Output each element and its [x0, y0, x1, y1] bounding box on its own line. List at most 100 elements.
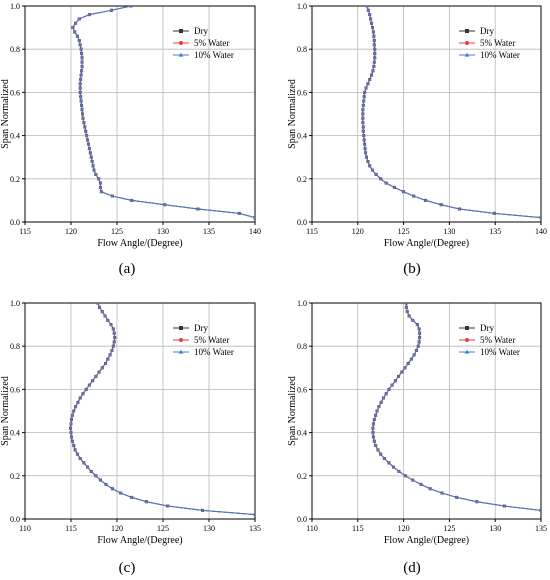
y-tick-label: 0.8: [297, 45, 307, 54]
data-point-10-water: [539, 215, 541, 219]
data-layer: [68, 303, 255, 517]
data-point-10-water: [411, 318, 415, 322]
data-point-10-water: [98, 185, 103, 189]
legend-label: Dry: [194, 323, 208, 333]
chart-panel-c: 110 115 120 125 130 135 0.0 0.2 0.4 0.6 0.8 1.0 Flow…: [0, 299, 261, 546]
x-tick-label: 120: [111, 524, 123, 533]
plot-frame: [24, 5, 256, 223]
data-point-10-water: [111, 327, 116, 331]
data-point-10-water: [73, 448, 77, 452]
x-tick-label: 130: [203, 524, 215, 533]
x-axis-title: Flow Angle/(Degree): [384, 238, 469, 249]
x-tick-label: 110: [306, 524, 318, 533]
data-point-10-water: [372, 417, 376, 421]
data-point-10-water: [492, 211, 496, 215]
data-point-10-water: [237, 211, 242, 215]
x-tick-label: 125: [443, 524, 455, 533]
legend: Dry 5% Water 10% Water: [173, 323, 234, 357]
x-tick-label: 115: [352, 524, 364, 533]
legend-label: 5% Water: [480, 335, 515, 345]
legend-label: 10% Water: [194, 347, 234, 357]
data-point-10-water: [361, 107, 365, 111]
data-point-10-water: [361, 120, 365, 124]
data-point-10-water: [381, 396, 386, 400]
data-point-10-water: [371, 435, 376, 439]
data-point-10-water: [363, 151, 368, 155]
data-point-10-water: [411, 194, 416, 198]
legend-marker-triangle: [178, 52, 184, 57]
legend-label: Dry: [480, 26, 494, 36]
panel-label: (d): [403, 560, 421, 576]
panel-label: (c): [119, 560, 136, 576]
data-point-10-water: [130, 198, 134, 202]
data-point-10-water: [373, 47, 377, 51]
data-point-10-water: [417, 335, 422, 339]
x-tick-label: 140: [535, 227, 547, 236]
y-axis-title: Span Normalized: [0, 79, 11, 149]
data-point-10-water: [78, 396, 82, 400]
data-point-10-water: [382, 456, 387, 460]
legend-label: 5% Water: [480, 38, 515, 48]
data-point-10-water: [86, 142, 91, 146]
data-point-10-water: [70, 439, 75, 443]
data-point-10-water: [87, 12, 92, 16]
data-point-10-water: [109, 322, 113, 326]
legend-marker-square: [179, 29, 183, 33]
data-point-10-water: [417, 340, 421, 344]
data-point-10-water: [363, 146, 367, 150]
data-point-10-water: [440, 491, 444, 495]
data-point-10-water: [75, 452, 80, 456]
data-point-10-water: [109, 8, 114, 12]
data-point-10-water: [361, 103, 365, 107]
data-point-10-water: [71, 25, 75, 29]
data-point-10-water: [412, 353, 416, 357]
y-axis-title: Span Normalized: [287, 376, 298, 446]
data-point-10-water: [113, 335, 117, 339]
data-point-10-water: [368, 164, 372, 168]
panel-label: (b): [403, 261, 421, 277]
data-point-10-water: [387, 387, 391, 391]
data-point-10-water: [404, 303, 409, 305]
data-point-10-water: [100, 309, 104, 313]
data-point-10-water: [372, 64, 376, 68]
data-point-10-water: [112, 340, 116, 344]
data-point-10-water: [370, 25, 375, 29]
x-tick-label: 110: [19, 524, 31, 533]
data-point-10-water: [372, 439, 376, 443]
chart-panel-d: 110 115 120 125 130 135 0.0 0.2 0.4 0.6 0.8 1.0 Flow…: [287, 299, 547, 546]
x-tick-label: 125: [398, 227, 410, 236]
data-point-10-water: [417, 327, 421, 331]
data-point-10-water: [80, 107, 84, 111]
data-point-10-water: [82, 461, 86, 465]
data-point-10-water: [97, 305, 102, 309]
legend-marker-circle: [465, 41, 469, 45]
data-point-10-water: [384, 391, 388, 395]
data-point-10-water: [369, 73, 374, 77]
data-point-10-water: [110, 486, 115, 490]
x-tick-label: 115: [306, 227, 318, 236]
data-point-10-water: [78, 81, 82, 85]
data-point-10-water: [253, 215, 255, 219]
data-point-10-water: [371, 426, 375, 430]
data-point-10-water: [84, 133, 89, 137]
x-tick-label: 130: [489, 524, 501, 533]
data-point-10-water: [103, 361, 108, 365]
data-point-10-water: [539, 508, 541, 512]
y-tick-label: 1.0: [297, 299, 307, 308]
legend-marker-circle: [179, 338, 183, 342]
plot-frame: [311, 302, 542, 520]
data-point-10-water: [361, 116, 365, 120]
data-layer: [371, 303, 541, 512]
data-point-10-water: [364, 155, 369, 159]
data-point-10-water: [69, 430, 73, 434]
y-tick-label: 0.0: [297, 515, 307, 524]
data-point-10-water: [84, 387, 88, 391]
data-point-10-water: [104, 482, 108, 486]
series-line-10-water: [372, 303, 541, 511]
data-point-10-water: [97, 370, 101, 374]
data-point-5-water: [272, 221, 275, 224]
data-point-10-water: [366, 81, 370, 85]
data-point-10-water: [69, 435, 74, 439]
data-point-10-water: [89, 469, 93, 473]
